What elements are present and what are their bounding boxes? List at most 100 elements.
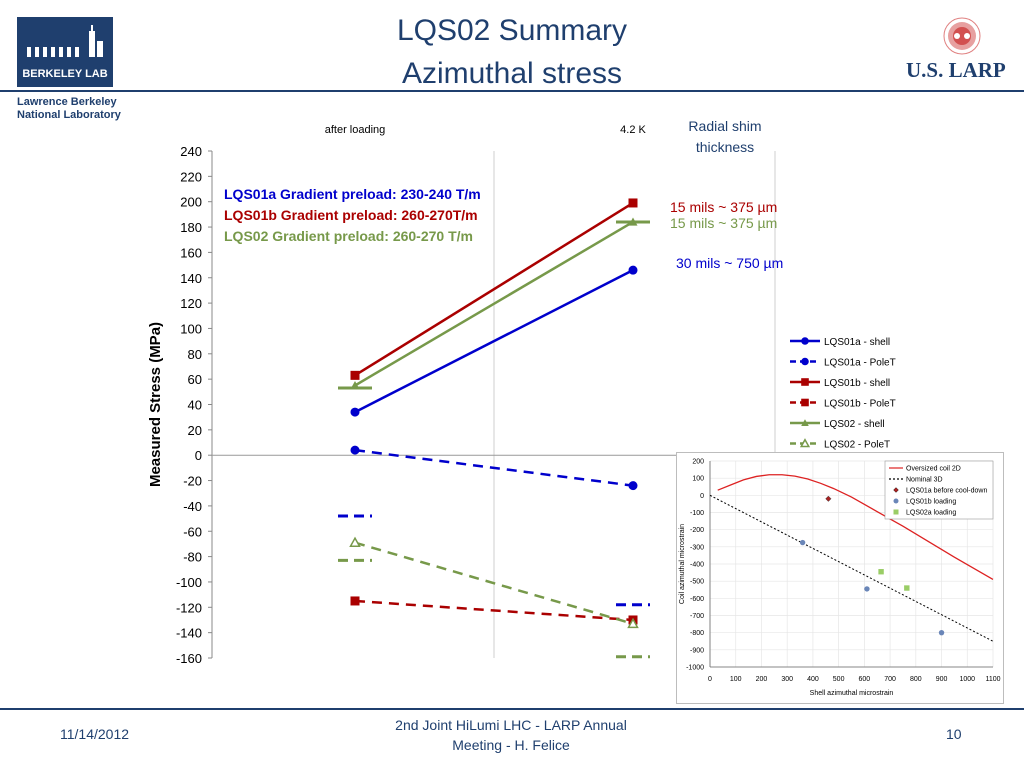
inset-x-tick-label: 100: [730, 676, 742, 683]
y-tick-label: -120: [176, 600, 202, 615]
y-axis-label: Measured Stress (MPa): [147, 322, 164, 487]
inset-data-point: [878, 569, 884, 575]
inset-chart-svg: 0 100 200 300 400 500 600 700 800 900 1000 11002001…: [679, 459, 1001, 698]
gradient-annotation: LQS02 Gradient preload: 260-270 T/m: [224, 228, 473, 244]
footer-title-line1: 2nd Joint HiLumi LHC - LARP Annual: [395, 717, 627, 733]
lab-name-line1: Lawrence Berkeley: [17, 96, 117, 108]
data-point: [350, 370, 360, 380]
inset-legend-marker: [893, 498, 899, 504]
inset-data-point: [938, 629, 945, 636]
inset-x-tick-label: 800: [910, 676, 922, 683]
series-line: [354, 220, 634, 387]
inset-y-axis-label: Coil azimuthal microstrain: [679, 524, 686, 604]
y-tick-label: -80: [183, 550, 202, 565]
inset-data-point: [799, 539, 806, 546]
inset-x-tick-label: 900: [936, 676, 948, 683]
inset-legend-marker: [893, 487, 899, 493]
inset-x-tick-label: 0: [708, 676, 712, 683]
inset-legend-label: LQS01a before cool-down: [906, 488, 987, 495]
inset-nominal-line: [709, 494, 994, 642]
logo-text: BERKELEY LAB: [22, 68, 108, 80]
inset-y-tick-label: -500: [690, 579, 704, 586]
footer-date: 11/14/2012: [60, 726, 130, 742]
data-point: [350, 596, 360, 606]
data-point: [349, 536, 361, 548]
y-tick-label: -160: [176, 651, 202, 666]
y-tick-label: 160: [180, 245, 202, 260]
footer-title-line2: Meeting - H. Felice: [452, 737, 570, 753]
series-line: [354, 448, 634, 487]
inset-x-tick-label: 700: [884, 676, 896, 683]
gradient-annotation: LQS01b Gradient preload: 260-270T/m: [224, 207, 478, 223]
main-chart: 240220200180160140120100806040200-20-40-…: [147, 118, 896, 666]
shim-header: Radial shim: [688, 118, 761, 134]
inset-y-tick-label: -200: [690, 527, 704, 534]
inset-legend: Oversized coil 2D Nominal 3D LQS01a before…: [884, 460, 994, 520]
y-tick-label: 100: [180, 321, 202, 336]
data-point: [627, 617, 639, 629]
y-tick-label: 180: [180, 220, 202, 235]
legend-marker: [801, 419, 809, 427]
column-label: 4.2 K: [620, 124, 646, 136]
berkeley-lab-logo-art: [27, 25, 103, 57]
shim-header: thickness: [696, 139, 754, 155]
y-tick-label: 0: [195, 448, 202, 463]
y-tick-label: -40: [183, 499, 202, 514]
header-divider: [0, 90, 1024, 92]
legend-label: LQS01a - PoleT: [824, 358, 896, 369]
y-tick-label: -100: [176, 575, 202, 590]
shim-label: 15 mils ~ 375 µm: [670, 199, 777, 215]
larp-logo-icon: [943, 17, 981, 55]
y-tick-label: 80: [188, 347, 202, 362]
shim-label: 30 mils ~ 750 µm: [676, 255, 783, 271]
inset-x-axis-label: Shell azimuthal microstrain: [810, 690, 894, 697]
inset-x-tick-label: 1000: [959, 676, 975, 683]
inset-data-point: [825, 495, 832, 502]
series-line: [354, 201, 634, 377]
inset-x-tick-label: 1100: [985, 676, 1000, 683]
data-point: [350, 407, 360, 417]
legend-label: LQS02 - shell: [824, 419, 885, 430]
legend-label: LQS01b - PoleT: [824, 399, 896, 410]
data-point: [628, 217, 638, 226]
legend-label: LQS01b - shell: [824, 378, 890, 389]
inset-chart: 0 100 200 300 400 500 600 700 800 900 1000 1100 200 1…: [676, 452, 1004, 704]
larp-logo-text: U.S. LARP: [906, 58, 1006, 82]
inset-x-tick-label: 300: [781, 676, 793, 683]
inset-y-tick-label: -900: [690, 647, 704, 654]
series-line: [354, 541, 634, 625]
y-tick-label: -20: [183, 474, 202, 489]
inset-y-tick-label: -400: [690, 562, 704, 569]
inset-x-tick-label: 200: [756, 676, 768, 683]
inset-legend-label: Oversized coil 2D: [906, 466, 961, 473]
legend-marker: [801, 357, 809, 366]
inset-y-tick-label: 100: [692, 476, 704, 483]
inset-legend-label: LQS02a loading: [906, 510, 956, 517]
berkeley-lab-logo: [17, 17, 113, 87]
inset-y-tick-label: -300: [690, 544, 704, 551]
inset-y-tick-label: 200: [692, 459, 704, 466]
inset-y-tick-label: -700: [690, 613, 704, 620]
inset-y-tick-label: -100: [690, 510, 704, 517]
legend-marker: [799, 438, 811, 448]
y-tick-label: 240: [180, 144, 202, 159]
legend-marker: [801, 378, 809, 386]
y-tick-label: 40: [188, 398, 202, 413]
data-point: [628, 481, 638, 491]
inset-x-tick-label: 400: [807, 676, 819, 683]
footer-title: 2nd Joint HiLumi LHC - LARP Annual Meeti…: [370, 715, 652, 755]
data-point: [350, 445, 360, 455]
footer-divider: [0, 708, 1024, 710]
inset-y-tick-label: 0: [700, 493, 704, 500]
inset-y-tick-label: -600: [690, 596, 704, 603]
series-line: [354, 599, 634, 622]
page-number: 10: [946, 726, 962, 742]
data-point: [628, 265, 638, 275]
data-point: [628, 198, 638, 208]
inset-oversized-curve: [717, 474, 994, 581]
y-tick-label: 120: [180, 296, 202, 311]
data-point: [350, 380, 360, 390]
legend-label: LQS01a - shell: [824, 337, 890, 348]
gradient-annotation: LQS01a Gradient preload: 230-240 T/m: [224, 186, 481, 202]
shim-label: 15 mils ~ 375 µm: [670, 215, 777, 231]
